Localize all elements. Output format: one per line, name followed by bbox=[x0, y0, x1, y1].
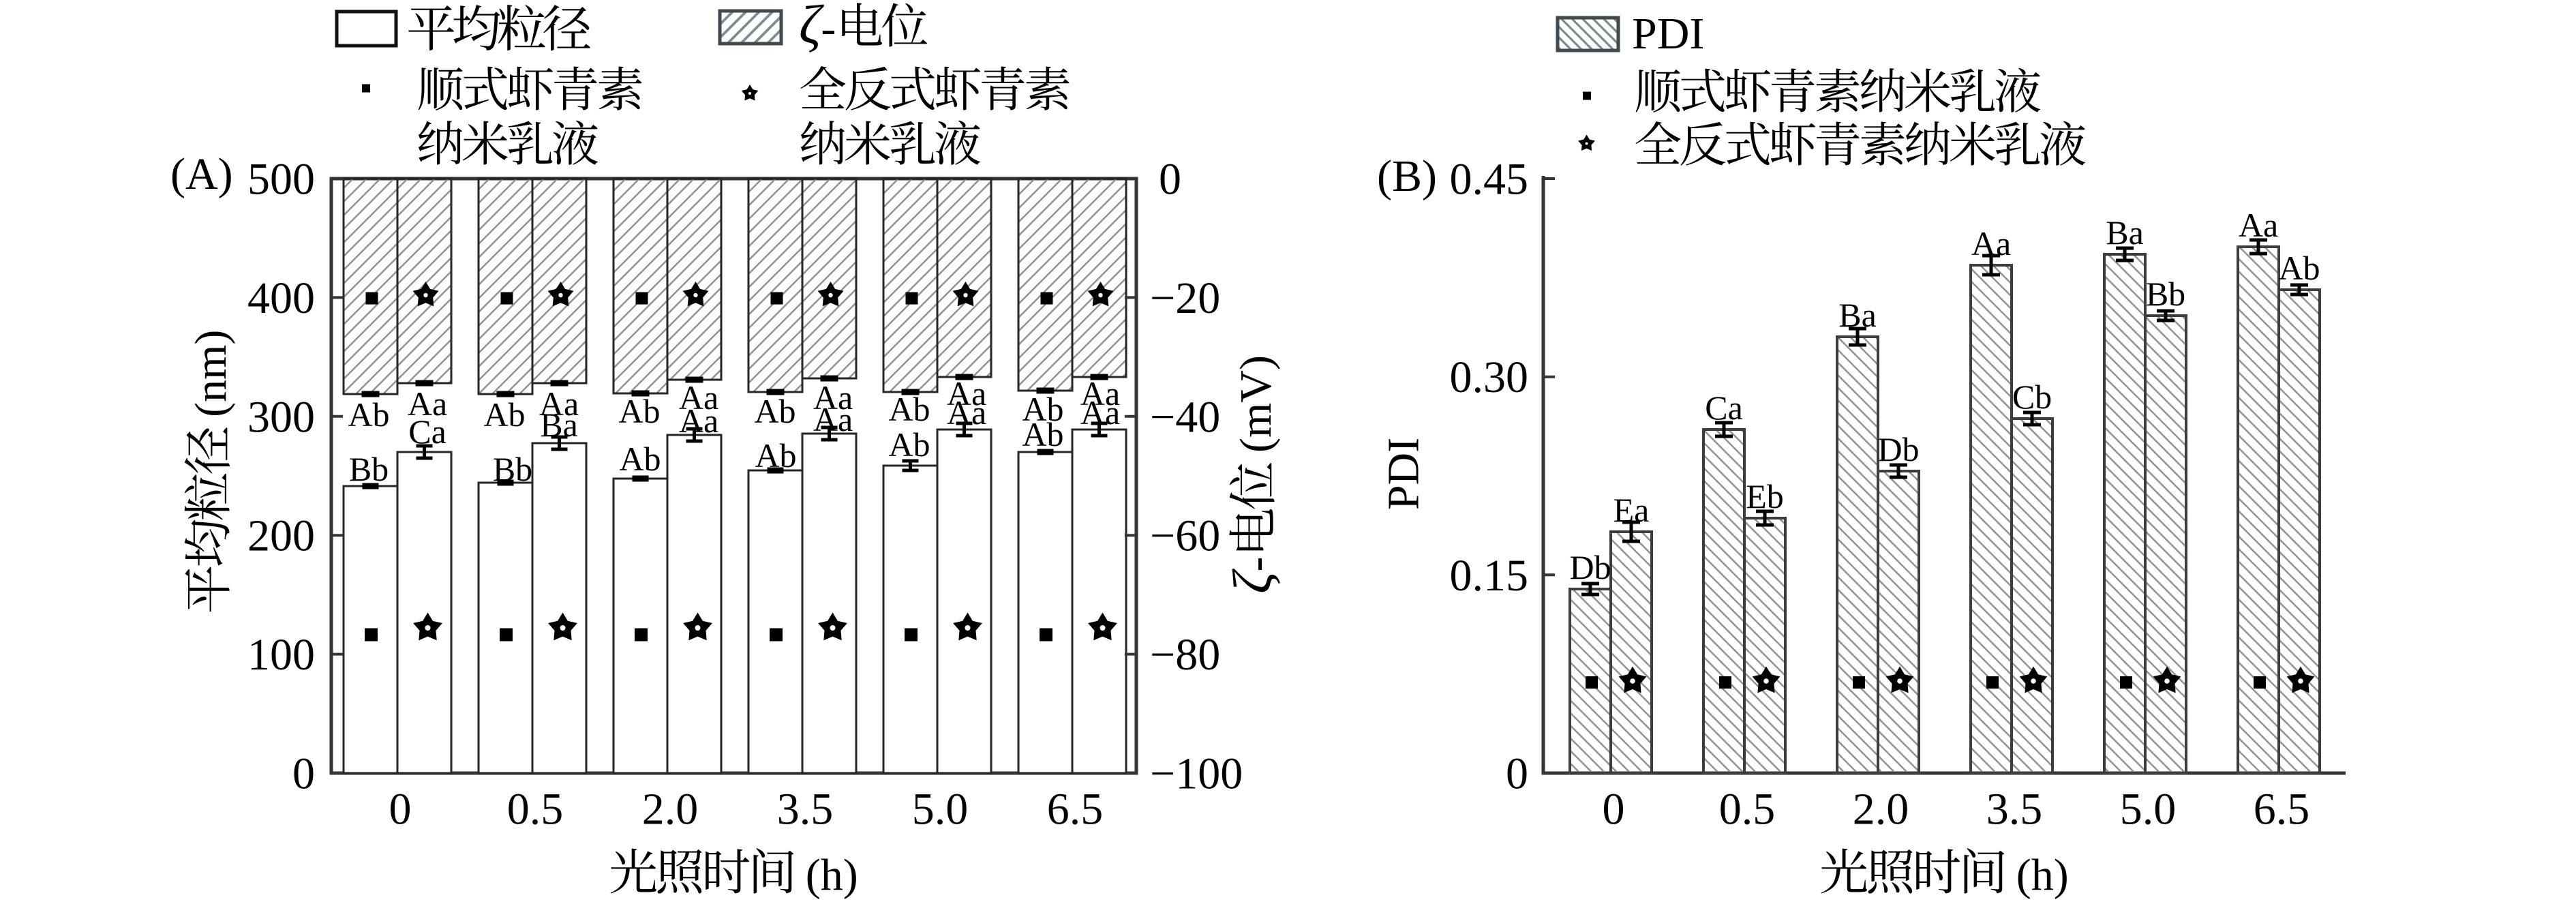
svg-text:500: 500 bbox=[247, 155, 315, 205]
svg-text:Ab: Ab bbox=[1022, 390, 1063, 428]
svg-text:(A): (A) bbox=[170, 149, 233, 199]
svg-text:-: - bbox=[1231, 557, 1281, 572]
svg-text:(B): (B) bbox=[1377, 151, 1437, 201]
svg-text:Aa: Aa bbox=[1971, 224, 2011, 262]
svg-text:−100: −100 bbox=[1150, 749, 1243, 799]
svg-text:Eb: Eb bbox=[1746, 477, 1784, 515]
svg-text:Aa: Aa bbox=[947, 393, 986, 432]
svg-text:0: 0 bbox=[1603, 785, 1625, 834]
svg-text:Ab: Ab bbox=[888, 390, 930, 428]
svg-text:6.5: 6.5 bbox=[2254, 785, 2310, 834]
svg-text:Aa: Aa bbox=[679, 378, 718, 417]
svg-text:Aa: Aa bbox=[408, 385, 447, 423]
svg-text:−40: −40 bbox=[1150, 392, 1220, 442]
svg-text:Bb: Bb bbox=[493, 450, 532, 488]
svg-text:0: 0 bbox=[389, 785, 412, 834]
svg-text:3.5: 3.5 bbox=[1986, 785, 2043, 834]
svg-text:2.0: 2.0 bbox=[1853, 785, 1909, 834]
svg-text:Aa: Aa bbox=[813, 400, 853, 438]
svg-text:(h): (h) bbox=[806, 850, 858, 900]
svg-text:Ba: Ba bbox=[540, 406, 578, 444]
svg-text:400: 400 bbox=[247, 273, 315, 323]
svg-text:Ab: Ab bbox=[888, 425, 930, 464]
svg-text:PDI: PDI bbox=[1632, 9, 1704, 59]
svg-text:Aa: Aa bbox=[1080, 374, 1120, 412]
svg-text:(nm): (nm) bbox=[186, 330, 236, 417]
svg-text:0: 0 bbox=[292, 749, 315, 799]
svg-text:−20: −20 bbox=[1150, 273, 1220, 323]
svg-text:0.30: 0.30 bbox=[1450, 352, 1529, 402]
svg-text:Ab: Ab bbox=[2278, 249, 2320, 287]
svg-text:Db: Db bbox=[1877, 430, 1919, 468]
svg-text:Bb: Bb bbox=[349, 450, 389, 488]
svg-text:Ab: Ab bbox=[348, 395, 389, 434]
svg-text:−80: −80 bbox=[1150, 630, 1220, 680]
svg-text:-: - bbox=[821, 3, 836, 53]
svg-text:3.5: 3.5 bbox=[777, 785, 834, 834]
svg-text:0: 0 bbox=[1159, 155, 1181, 205]
svg-text:−60: −60 bbox=[1150, 511, 1220, 561]
svg-text:2.0: 2.0 bbox=[642, 785, 699, 834]
svg-text:Db: Db bbox=[1569, 548, 1611, 586]
svg-text:0: 0 bbox=[1506, 749, 1528, 799]
svg-text:ζ: ζ bbox=[799, 0, 824, 55]
svg-text:Aa: Aa bbox=[1080, 393, 1120, 432]
svg-text:5.0: 5.0 bbox=[912, 785, 969, 834]
svg-text:ζ: ζ bbox=[1223, 569, 1283, 594]
svg-text:Ab: Ab bbox=[483, 395, 525, 434]
svg-text:Ca: Ca bbox=[408, 412, 446, 451]
svg-text:0.15: 0.15 bbox=[1450, 551, 1529, 601]
svg-text:0.5: 0.5 bbox=[507, 785, 564, 834]
svg-text:0.45: 0.45 bbox=[1450, 155, 1529, 205]
svg-text:Aa: Aa bbox=[539, 385, 579, 423]
svg-text:Aa: Aa bbox=[813, 378, 853, 417]
svg-text:Ca: Ca bbox=[1705, 389, 1743, 427]
svg-text:200: 200 bbox=[247, 511, 315, 561]
svg-text:Ba: Ba bbox=[2106, 213, 2144, 252]
svg-text:PDI: PDI bbox=[1379, 438, 1429, 510]
svg-text:Ab: Ab bbox=[618, 392, 660, 430]
svg-text:Aa: Aa bbox=[947, 374, 986, 412]
svg-text:Aa: Aa bbox=[2239, 206, 2278, 244]
svg-text:100: 100 bbox=[247, 630, 315, 680]
svg-text:6.5: 6.5 bbox=[1047, 785, 1104, 834]
svg-text:(h): (h) bbox=[2016, 850, 2069, 900]
svg-text:Ea: Ea bbox=[1613, 491, 1650, 529]
svg-text:(mV): (mV) bbox=[1231, 355, 1281, 453]
svg-text:Ab: Ab bbox=[754, 392, 795, 430]
svg-text:Ab: Ab bbox=[1022, 415, 1063, 453]
svg-text:Ab: Ab bbox=[619, 440, 661, 478]
svg-text:300: 300 bbox=[247, 392, 315, 442]
svg-text:Bb: Bb bbox=[2146, 275, 2185, 313]
svg-text:Ba: Ba bbox=[1838, 296, 1877, 334]
svg-text:5.0: 5.0 bbox=[2120, 785, 2177, 834]
svg-text:Cb: Cb bbox=[2012, 378, 2052, 416]
svg-text:Ab: Ab bbox=[755, 436, 796, 474]
svg-text:0.5: 0.5 bbox=[1719, 785, 1776, 834]
svg-text:Aa: Aa bbox=[679, 402, 718, 440]
